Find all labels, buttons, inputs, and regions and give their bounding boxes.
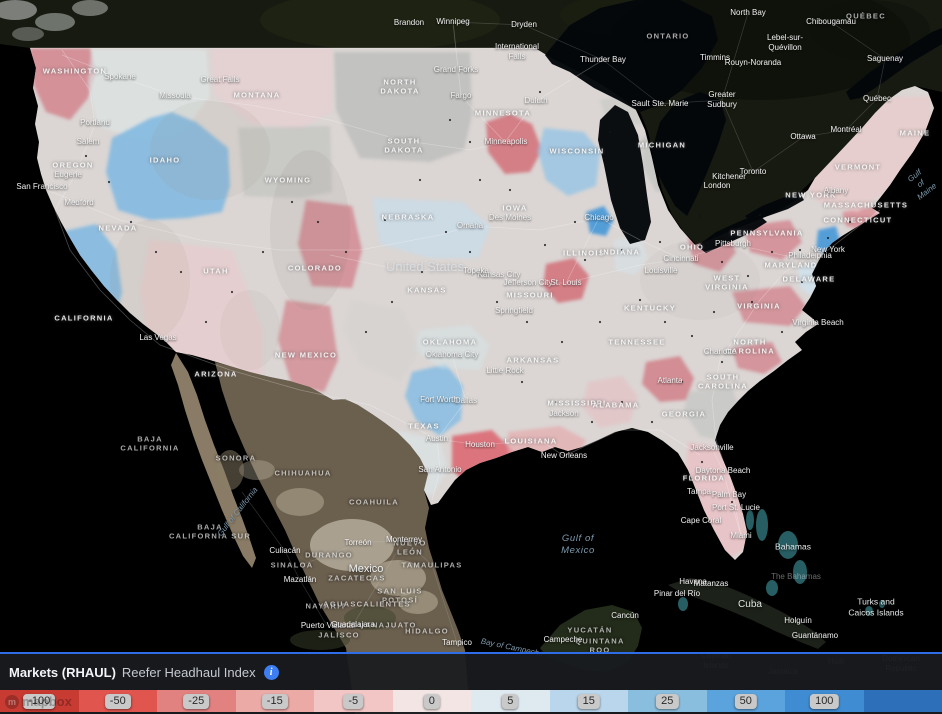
region-northeast-pink[interactable] [794, 96, 934, 212]
region-atlanta-red[interactable] [642, 356, 694, 402]
region-florida-pink[interactable] [686, 442, 748, 558]
legend-chip: -15 [261, 694, 288, 709]
bottom-panel: Markets (RHAUL) Reefer Headhaul Index i … [0, 652, 942, 714]
region-dakotas-gray[interactable] [334, 52, 472, 162]
legend-chip: -50 [104, 694, 131, 709]
layer-name-title: Reefer Headhaul Index [121, 664, 256, 680]
islands [668, 509, 885, 649]
layer-code-title: Markets (RHAUL) [9, 664, 116, 680]
great-lakes [545, 0, 942, 253]
roads [30, 12, 886, 644]
panel-title-row: Markets (RHAUL) Reefer Headhaul Index i [0, 654, 942, 690]
legend-chip: 50 [734, 694, 757, 709]
city-dots [84, 90, 852, 504]
region-virginia-red[interactable] [732, 286, 806, 326]
region-wyoming-gray[interactable] [238, 126, 332, 198]
region-indiana-blue[interactable] [614, 235, 648, 275]
legend-chip: -100 [23, 694, 56, 709]
legend-chip: 25 [656, 694, 679, 709]
legend-chip: -5 [343, 694, 364, 709]
region-alabama-pink[interactable] [582, 376, 638, 428]
region-denver-red[interactable] [298, 200, 362, 288]
legend-chip: 15 [577, 694, 600, 709]
region-seattle-red[interactable] [30, 48, 96, 120]
info-icon[interactable]: i [263, 664, 279, 680]
legend-chip: 0 [423, 694, 440, 709]
region-carolina-red[interactable] [732, 342, 782, 374]
region-wisconsin-blue[interactable] [538, 128, 600, 196]
region-nebraska-blue[interactable] [372, 198, 490, 258]
region-stlouis-red[interactable] [543, 258, 589, 303]
legend-colorbar: -100 -50 -25 -15 -5 0 5 15 25 50 100 [0, 690, 942, 712]
region-newmexico-red[interactable] [278, 300, 338, 392]
region-minneapolis-red[interactable] [486, 114, 542, 174]
legend-segment [863, 690, 942, 712]
legend-chip: 5 [502, 694, 519, 709]
us-terrain [110, 100, 760, 370]
region-oklahoma-blue[interactable] [414, 325, 490, 370]
legend-chip: 100 [810, 694, 839, 709]
cuba-island [668, 578, 826, 649]
region-westtexas-gray[interactable] [344, 300, 420, 380]
region-dallas-blue[interactable] [405, 364, 463, 436]
region-montana-pink[interactable] [212, 48, 332, 128]
legend-chip: -25 [183, 694, 210, 709]
region-chicago-blue[interactable] [586, 206, 613, 236]
region-idaho-blue[interactable] [106, 112, 230, 220]
region-penn-red[interactable] [744, 220, 802, 260]
